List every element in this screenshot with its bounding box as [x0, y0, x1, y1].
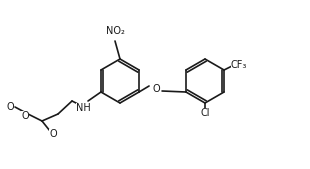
Text: NH: NH	[76, 103, 91, 113]
Text: CF₃: CF₃	[231, 60, 247, 70]
Text: NO₂: NO₂	[106, 26, 124, 36]
Text: Cl: Cl	[200, 108, 210, 118]
Text: O: O	[21, 111, 29, 121]
Text: O: O	[49, 129, 57, 139]
Text: O: O	[152, 84, 160, 94]
Text: O: O	[6, 102, 14, 112]
